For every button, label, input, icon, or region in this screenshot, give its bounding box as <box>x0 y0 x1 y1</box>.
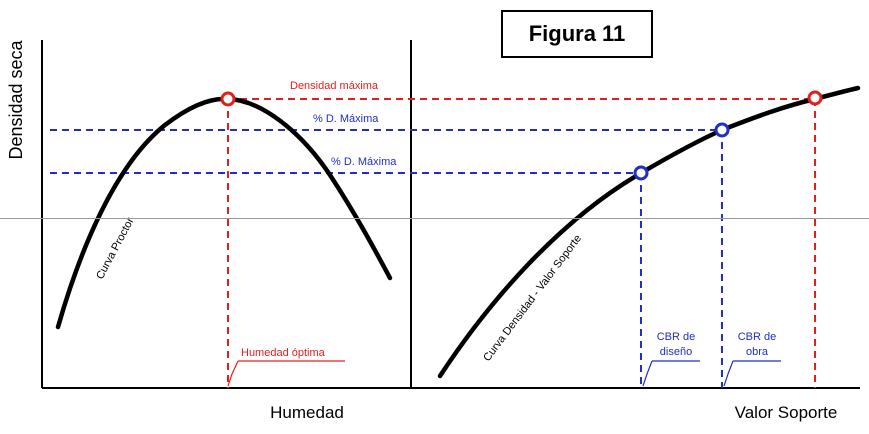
pct-label-2: % D. Máxima <box>331 156 397 168</box>
y-axis-label: Densidad seca <box>6 39 26 159</box>
right-x-axis-label: Valor Soporte <box>735 403 838 422</box>
proctor-curve-label: Curva Proctor <box>94 216 137 282</box>
max-density-label: Densidad máxima <box>290 80 379 92</box>
proctor-curve <box>55 96 393 330</box>
figure-title: Figura 11 <box>528 21 626 46</box>
cbr-design-label-1: CBR de <box>657 331 696 343</box>
pct-label-1: % D. Máxima <box>313 113 379 125</box>
cbr-design-pointer <box>642 360 653 387</box>
cbr-design-point <box>633 165 649 181</box>
cbr-work-label-2: obra <box>746 346 769 358</box>
max-point-support <box>807 90 823 106</box>
cbr-design-label-2: diseño <box>660 346 692 358</box>
cbr-work-pointer <box>723 360 734 387</box>
optimum-moisture-label: Humedad óptima <box>241 347 326 359</box>
left-x-axis-label: Humedad <box>270 403 344 422</box>
cbr-work-label-1: CBR de <box>738 331 777 343</box>
figure-title-box: Figura 11 <box>501 10 653 58</box>
optimum-pointer <box>227 360 239 387</box>
cbr-work-point <box>714 122 730 138</box>
max-point-proctor <box>220 91 236 107</box>
background-rule <box>0 218 869 219</box>
